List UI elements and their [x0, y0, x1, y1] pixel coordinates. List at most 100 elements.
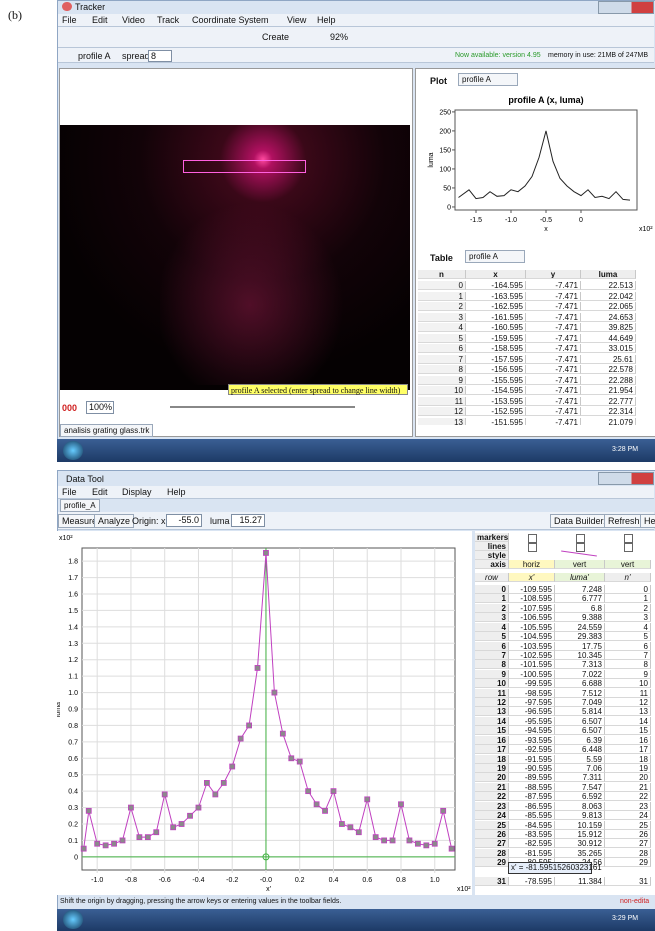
checkbox[interactable] [624, 543, 633, 552]
axis-setting[interactable]: horiz [509, 560, 555, 569]
data-marker [407, 838, 412, 843]
y-tick-label: 1.5 [68, 608, 78, 615]
data-marker [289, 756, 294, 761]
start-button[interactable] [63, 910, 83, 929]
table-cell: 13 [418, 418, 466, 426]
checkbox[interactable] [528, 534, 537, 543]
table-cell: 10 [475, 679, 509, 688]
data-marker [272, 690, 277, 695]
table-cell: 8.063 [555, 802, 605, 811]
y-tick-label: 1.6 [68, 592, 78, 599]
table-cell: 24.559 [555, 623, 605, 632]
table-cell: 11 [418, 397, 466, 406]
y-tick-label: 1.0 [68, 690, 78, 697]
menu-item[interactable]: Help [167, 487, 186, 497]
table-cell: 10 [418, 386, 466, 395]
tooltip: x' = -81.59515260323161 [508, 862, 592, 874]
table-cell: 2 [605, 604, 651, 613]
y-tick-label: 0.4 [68, 789, 78, 796]
create-button[interactable]: Create [262, 32, 289, 42]
table-cell: 12 [475, 698, 509, 707]
data-plot: 00.10.20.30.40.50.60.70.80.91.01.11.21.3… [57, 531, 472, 895]
checkbox[interactable] [528, 543, 537, 552]
rate-field[interactable]: 100% [86, 401, 114, 414]
checkbox[interactable] [624, 534, 633, 543]
data-marker [424, 843, 429, 848]
menu-item[interactable]: Coordinate System [192, 15, 269, 25]
menu-item[interactable]: Track [157, 15, 179, 25]
menu-item[interactable]: Edit [92, 15, 108, 25]
y-tick-label: 0.9 [68, 707, 78, 714]
menu-item[interactable]: Help [317, 15, 336, 25]
x-tick-label: -1.0 [91, 877, 103, 884]
table-cell: 25 [475, 821, 509, 830]
start-button[interactable] [63, 441, 83, 460]
setting-label: axis [475, 560, 509, 569]
table-cell: 30.912 [555, 839, 605, 848]
table-cell: 14 [475, 717, 509, 726]
spread-field[interactable]: 8 [148, 50, 172, 62]
column-header: x' [509, 573, 555, 582]
x-tick-label: -0.8 [125, 877, 137, 884]
taskbar [57, 439, 655, 462]
help-button[interactable]: Help [640, 514, 655, 528]
menu-bar: File Edit Video Track Coordinate System View H… [58, 14, 654, 27]
plot-track-dropdown[interactable]: profile A [458, 73, 518, 86]
table-cell: 22.578 [581, 365, 636, 374]
line-profile-box[interactable] [183, 160, 306, 173]
file-tab[interactable]: analisis grating glass.trk [60, 424, 153, 437]
menu-item[interactable]: File [62, 487, 77, 497]
slider[interactable] [170, 406, 355, 408]
data-marker [255, 665, 260, 670]
chart-title: profile A (x, luma) [508, 95, 583, 105]
refresh-button[interactable]: Refresh [604, 514, 644, 528]
menu-item[interactable]: View [287, 15, 306, 25]
y-tick-label: 1.1 [68, 674, 78, 681]
table-cell: 14 [605, 717, 651, 726]
menu-item[interactable]: Edit [92, 487, 108, 497]
track-selector[interactable]: profile A [78, 51, 111, 61]
window-controls[interactable] [598, 472, 654, 485]
origin-x-field[interactable]: -55.0 [166, 514, 202, 527]
table-cell: 23 [475, 802, 509, 811]
y-tick-label: 0.5 [68, 772, 78, 779]
table-cell: -7.471 [526, 365, 581, 374]
table-cell: -100.595 [509, 670, 555, 679]
table-cell: 4 [418, 323, 466, 332]
menu-item[interactable]: Display [122, 487, 152, 497]
table-cell: -90.595 [509, 764, 555, 773]
update-notice[interactable]: Now available: version 4.95 [455, 52, 541, 59]
table-track-dropdown[interactable]: profile A [465, 250, 525, 263]
window-controls[interactable] [598, 1, 654, 14]
origin-luma-field[interactable]: 15.27 [231, 514, 265, 527]
table-cell: 7.049 [555, 698, 605, 707]
table-cell: 9.388 [555, 613, 605, 622]
menu-item[interactable]: File [62, 15, 77, 25]
table-cell: 22.065 [581, 302, 636, 311]
table-cell: -92.595 [509, 745, 555, 754]
table-cell: 16 [475, 736, 509, 745]
origin-label: Origin: x [132, 516, 166, 526]
data-tab[interactable]: profile_A [60, 499, 100, 512]
zoom-button[interactable]: 92% [330, 32, 348, 42]
checkbox[interactable] [576, 543, 585, 552]
data-marker [95, 841, 100, 846]
axis-setting[interactable]: vert [605, 560, 651, 569]
table-cell: 22 [475, 792, 509, 801]
table-cell: 5 [475, 632, 509, 641]
y-multiplier: x10² [59, 535, 73, 542]
window-title: Tracker [75, 2, 105, 12]
y-tick-label: 0.8 [68, 723, 78, 730]
analyze-button[interactable]: Analyze [94, 514, 134, 528]
menu-item[interactable]: Video [122, 15, 145, 25]
checkbox[interactable] [576, 534, 585, 543]
plot-tab-label: Plot [430, 76, 447, 86]
table-cell: 7.248 [555, 585, 605, 594]
table-cell: -162.595 [466, 302, 526, 311]
table-cell: 19 [475, 764, 509, 773]
x-tick-label: 1.0 [430, 877, 440, 884]
axis-setting[interactable]: vert [555, 560, 605, 569]
data-marker [145, 835, 150, 840]
data-marker [112, 841, 117, 846]
column-header: y [526, 270, 581, 279]
